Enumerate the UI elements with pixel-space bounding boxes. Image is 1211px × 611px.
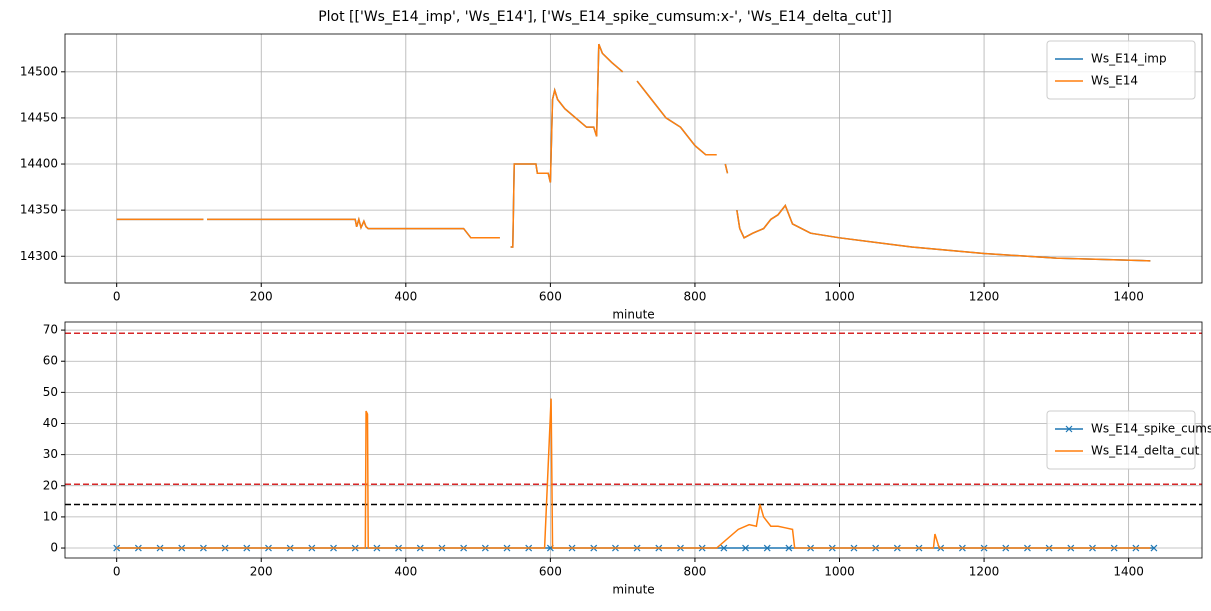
legend-marker xyxy=(1065,425,1073,433)
x-tick-label: 1400 xyxy=(1113,290,1144,304)
marker xyxy=(1150,544,1158,552)
y-tick-label: 0 xyxy=(50,541,58,555)
plot-area xyxy=(116,43,1151,262)
x-tick-label: 800 xyxy=(683,565,706,579)
x-tick-label: 600 xyxy=(539,290,562,304)
marker xyxy=(742,544,749,552)
legend-label: Ws_E14_spike_cumsum xyxy=(1091,422,1211,436)
legend-label: Ws_E14_imp xyxy=(1091,52,1167,66)
x-tick-label: 1000 xyxy=(824,290,855,304)
x-tick-label: 0 xyxy=(113,565,121,579)
y-tick-label: 14450 xyxy=(20,110,58,124)
x-tick-label: 1200 xyxy=(969,290,1000,304)
y-tick-label: 14350 xyxy=(20,203,58,217)
legend-label: Ws_E14_delta_cut xyxy=(1091,444,1200,458)
y-tick-label: 20 xyxy=(43,478,58,492)
x-tick-label: 200 xyxy=(250,565,273,579)
x-tick-label: 600 xyxy=(539,565,562,579)
y-tick-label: 50 xyxy=(43,385,58,399)
y-tick-label: 70 xyxy=(43,323,58,337)
x-tick-label: 400 xyxy=(394,565,417,579)
legend-label: Ws_E14 xyxy=(1091,74,1138,88)
y-tick-label: 30 xyxy=(43,447,58,461)
marker xyxy=(763,544,771,552)
plot-area xyxy=(65,332,1202,552)
y-tick-label: 14300 xyxy=(20,249,58,263)
axes: 0 200 400 600 800 1000 1200 1400 14300 14350 14400… xyxy=(20,33,1203,322)
x-tick-label: 200 xyxy=(250,290,273,304)
x-tick-label: 0 xyxy=(113,290,121,304)
y-tick-label: 14500 xyxy=(20,64,58,78)
x-tick-label: 1200 xyxy=(969,565,1000,579)
x-axis-label: minute xyxy=(612,308,654,322)
axes-frame xyxy=(64,321,1203,559)
x-tick-label: 400 xyxy=(394,290,417,304)
y-tick-label: 40 xyxy=(43,416,58,430)
series-line xyxy=(116,43,1151,262)
axes: 0 200 400 600 800 1000 1200 1400 0 10 20 30 40 50 60 70… xyxy=(43,321,1211,597)
y-tick-label: 10 xyxy=(43,509,58,523)
y-tick-label: 60 xyxy=(43,354,58,368)
legend: Ws_E14_imp Ws_E14 xyxy=(1046,40,1196,100)
x-tick-label: 1000 xyxy=(824,565,855,579)
axes-frame xyxy=(64,33,1203,284)
series-line xyxy=(116,398,1151,549)
x-tick-label: 800 xyxy=(683,290,706,304)
y-tick-label: 14400 xyxy=(20,157,58,171)
marker xyxy=(720,544,728,552)
legend-box xyxy=(1046,40,1196,100)
marker xyxy=(785,544,793,552)
legend: Ws_E14_spike_cumsum Ws_E14_delta_cut xyxy=(1046,410,1211,470)
x-axis-label: minute xyxy=(612,583,654,597)
figure-title: Plot [['Ws_E14_imp', 'Ws_E14'], ['Ws_E14… xyxy=(318,9,892,25)
x-tick-label: 1400 xyxy=(1113,565,1144,579)
legend-box xyxy=(1046,410,1196,470)
